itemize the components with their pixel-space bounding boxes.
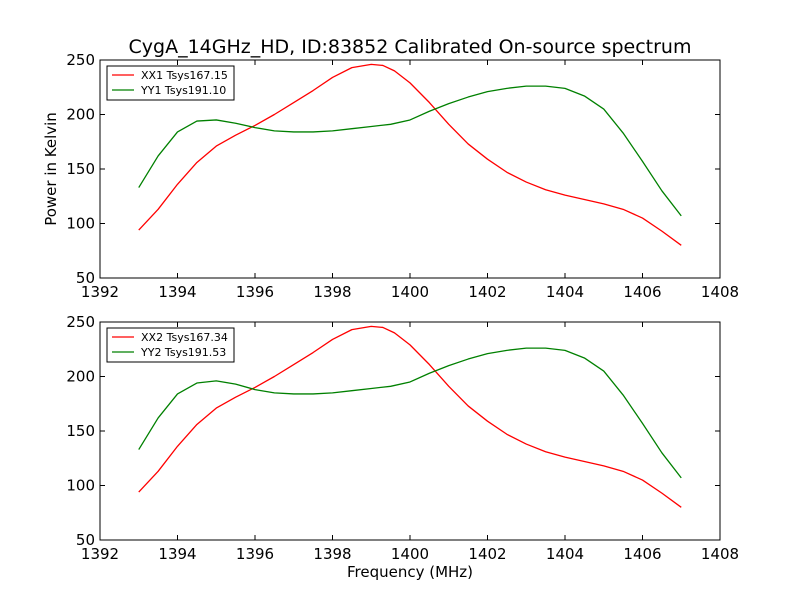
bottom-y-tick-label: 50 (76, 531, 95, 549)
bottom-x-tick-label: 1394 (158, 545, 196, 563)
top-x-tick-label: 1402 (468, 283, 506, 301)
top-x-tick-label: 1394 (158, 283, 196, 301)
bottom-x-tick-label: 1396 (236, 545, 274, 563)
bottom-x-tick-label: 1404 (546, 545, 584, 563)
top-y-tick-label: 50 (76, 269, 95, 287)
bottom-series-line-yy (138, 347, 682, 479)
top-series-line-yy (138, 85, 682, 217)
top-y-axis-label: Power in Kelvin (42, 112, 60, 226)
top-x-tick-label: 1398 (313, 283, 351, 301)
bottom-legend-box (106, 327, 235, 363)
bottom-y-tick-label: 250 (66, 313, 95, 331)
top-panel: 1392 1394 1396 1398 1400 1402 1404 1406 1408 50 10… (42, 51, 739, 301)
top-legend-box (106, 65, 235, 101)
bottom-x-tick-label: 1398 (313, 545, 351, 563)
bottom-legend: XX2 Tsys167.34 YY2 Tsys191.53 (106, 327, 235, 363)
top-x-tick-label: 1396 (236, 283, 274, 301)
bottom-series-line-xx (138, 325, 682, 508)
bottom-y-tick-label: 200 (66, 368, 95, 386)
top-series-line-xx (138, 63, 682, 246)
top-y-tick-label: 150 (66, 160, 95, 178)
bottom-x-tick-label: 1402 (468, 545, 506, 563)
bottom-x-tick-label: 1406 (623, 545, 661, 563)
bottom-x-axis-label: Frequency (MHz) (347, 563, 473, 581)
bottom-x-tick-label: 1392 (81, 545, 119, 563)
bottom-x-tick-label: 1400 (391, 545, 429, 563)
bottom-legend-label: XX2 Tsys167.34 (141, 331, 228, 344)
top-x-tick-label: 1406 (623, 283, 661, 301)
top-y-tick-label: 250 (66, 51, 95, 69)
top-legend-label: YY1 Tsys191.10 (140, 84, 226, 97)
chart-title: CygA_14GHz_HD, ID:83852 Calibrated On-so… (129, 36, 692, 58)
top-legend-label: XX1 Tsys167.15 (141, 69, 228, 82)
top-legend: XX1 Tsys167.15 YY1 Tsys191.10 (106, 65, 235, 101)
bottom-x-tick-label: 1408 (701, 545, 739, 563)
top-x-tick-label: 1408 (701, 283, 739, 301)
bottom-y-tick-label: 100 (66, 477, 95, 495)
bottom-panel: 1392 1394 1396 1398 1400 1402 1404 1406 1408 50 10… (66, 313, 739, 581)
bottom-legend-label: YY2 Tsys191.53 (140, 346, 226, 359)
top-x-tick-label: 1392 (81, 283, 119, 301)
top-y-tick-label: 200 (66, 106, 95, 124)
top-y-tick-label: 100 (66, 215, 95, 233)
bottom-y-tick-label: 150 (66, 422, 95, 440)
top-x-tick-label: 1400 (391, 283, 429, 301)
top-x-tick-label: 1404 (546, 283, 584, 301)
